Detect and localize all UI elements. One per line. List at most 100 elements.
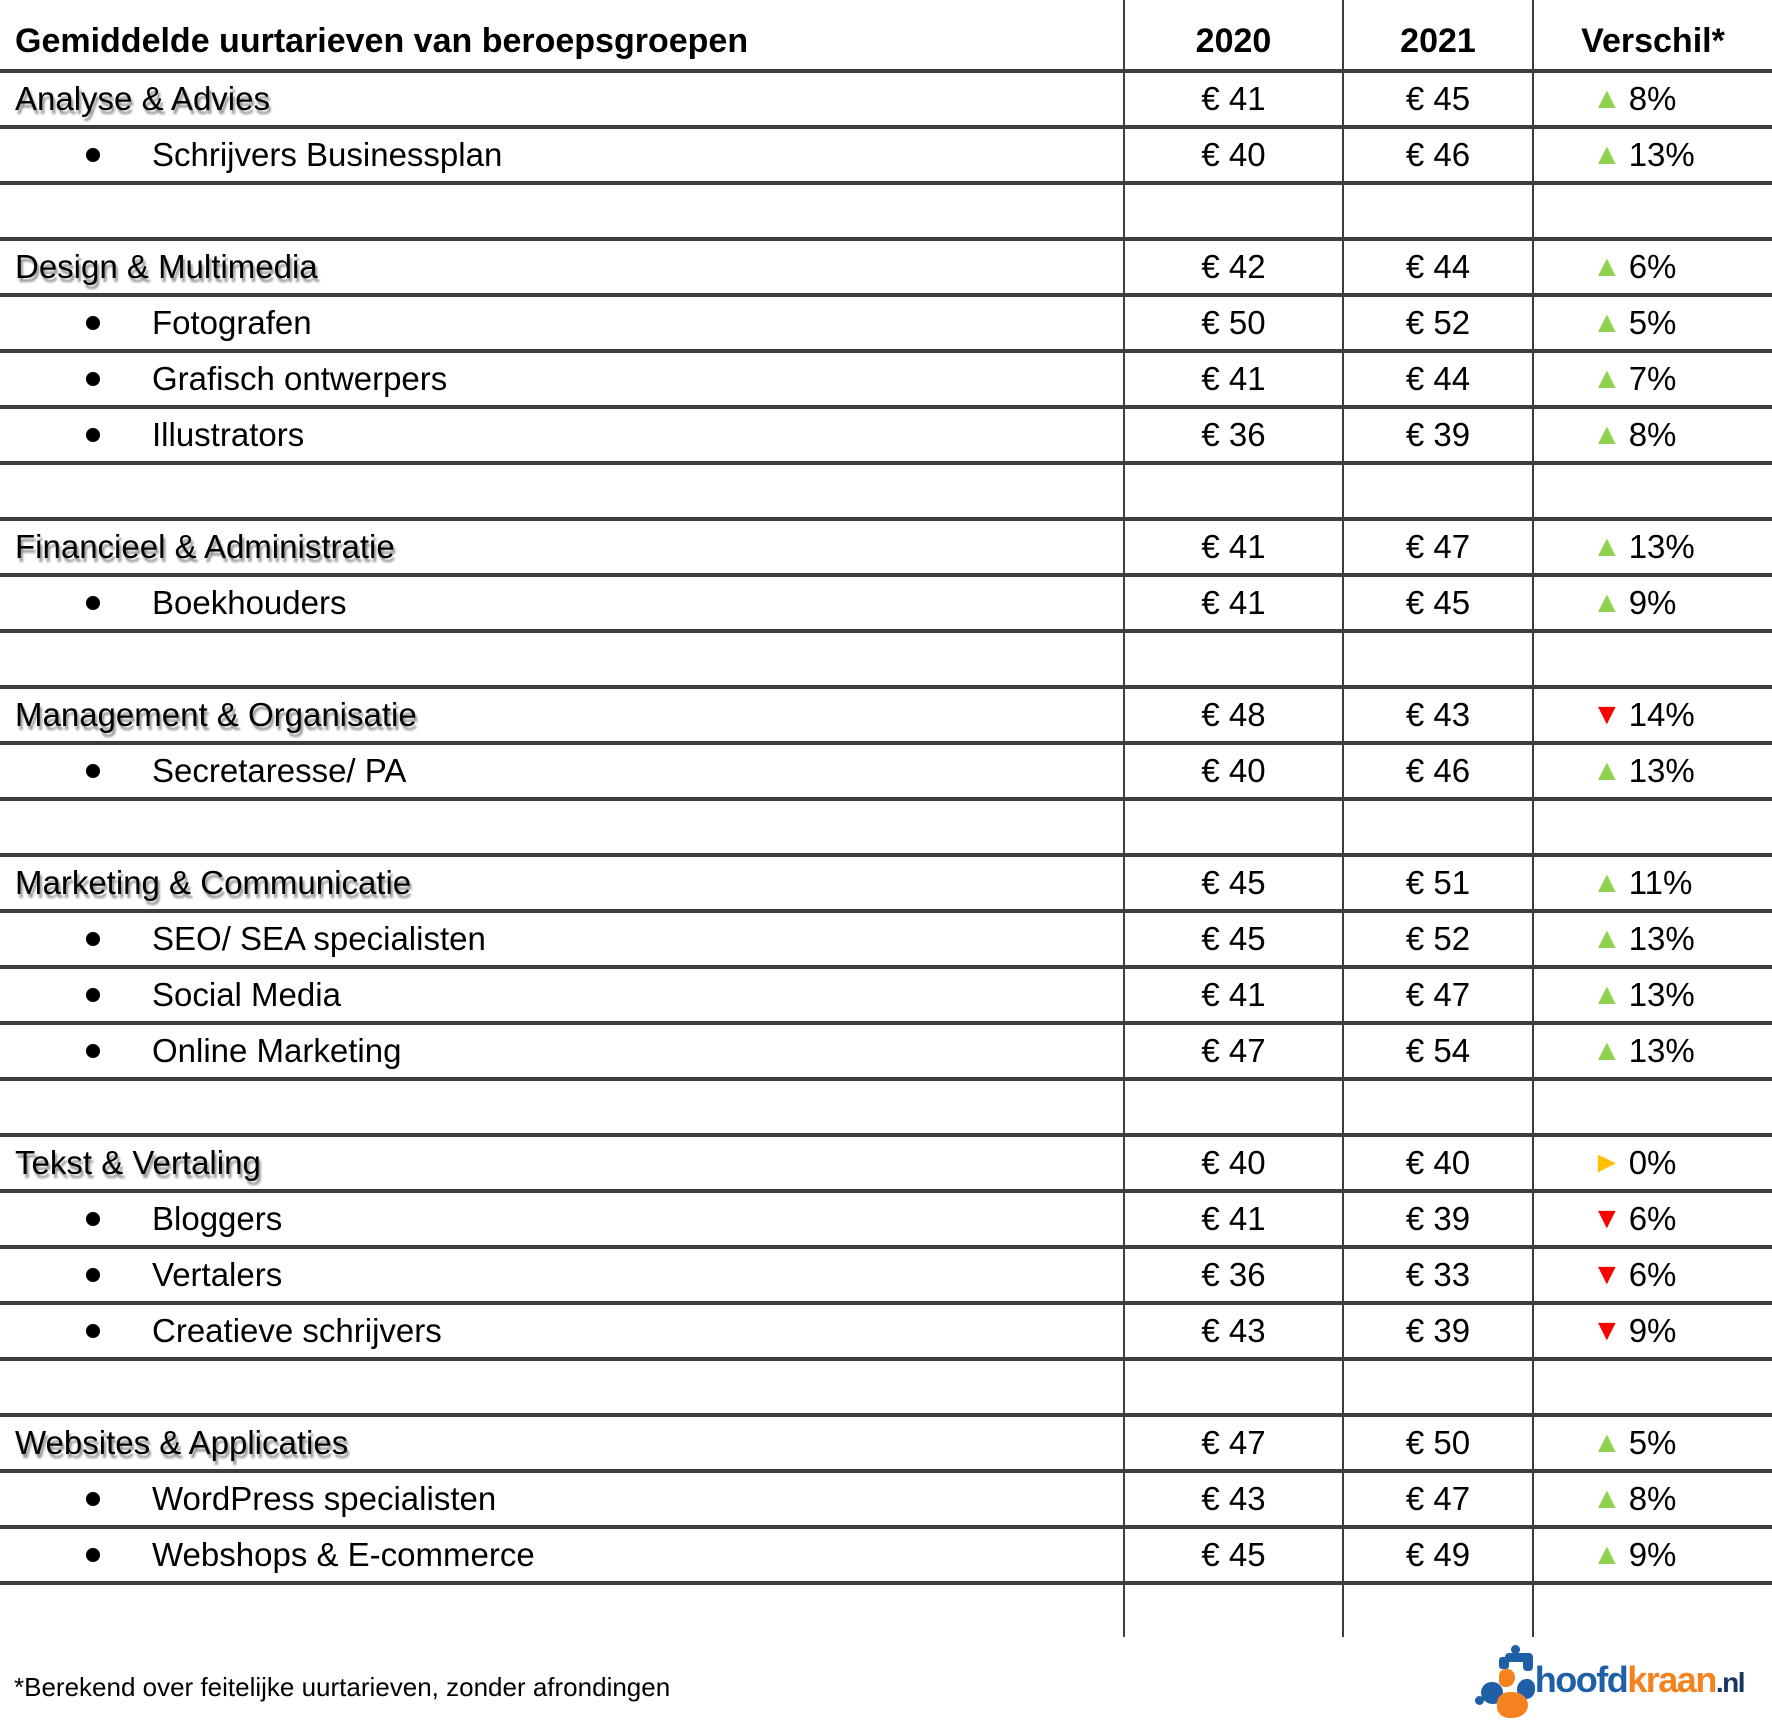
row-label: Secretaresse/ PA [152,752,407,789]
change-value: 11% [1628,864,1693,901]
change-cell: ▲ 13% [1532,521,1772,573]
change-value: 6% [1628,1200,1677,1237]
empty-cell [1342,1361,1532,1413]
change-cell: ► 0% [1532,1137,1772,1189]
trend-up-icon: ▲ [1592,1538,1622,1571]
bullet-icon [86,596,100,610]
logo-word-kraan: kraan [1627,1659,1717,1700]
row-label: Marketing & Communicatie [15,864,412,901]
rate-2021-cell: € 47 [1342,1473,1532,1525]
rate-2020-cell: € 42 [1123,241,1342,293]
label-cell: Secretaresse/ PA [0,745,1123,797]
rate-2021-cell: € 45 [1342,73,1532,125]
empty-cell [1532,185,1772,237]
label-cell: Grafisch ontwerpers [0,353,1123,405]
change-value: 5% [1628,304,1677,341]
rate-2020-cell: € 40 [1123,1137,1342,1189]
trend-up-icon: ▲ [1592,1034,1622,1067]
change-cell: ▲ 5% [1532,297,1772,349]
label-cell [0,801,1123,853]
rate-2021-cell: € 47 [1342,969,1532,1021]
table-header-row: Gemiddelde uurtarieven van beroepsgroepe… [0,0,1772,73]
page-title: Gemiddelde uurtarieven van beroepsgroepe… [15,22,749,60]
rate-2021-cell: € 45 [1342,577,1532,629]
category-row: Financieel & Administratie € 41 € 47 ▲ 13% [0,521,1772,577]
profession-row: Social Media € 41 € 47 ▲ 13% [0,969,1772,1025]
label-cell: Boekhouders [0,577,1123,629]
row-label: Grafisch ontwerpers [152,360,448,397]
rate-2020-cell: € 36 [1123,1249,1342,1301]
empty-cell [1342,1081,1532,1133]
footnote: *Berekend over feitelijke uurtarieven, z… [14,1672,671,1702]
category-row: Tekst & Vertaling € 40 € 40 ► 0% [0,1137,1772,1193]
label-cell [0,1585,1123,1637]
trend-down-icon: ▼ [1592,698,1622,731]
row-label: Social Media [152,976,341,1013]
rate-2020-cell: € 45 [1123,1529,1342,1581]
row-label: SEO/ SEA specialisten [152,920,486,957]
spacer-row [0,185,1772,241]
rate-2021-cell: € 43 [1342,689,1532,741]
label-cell: SEO/ SEA specialisten [0,913,1123,965]
rates-table: Gemiddelde uurtarieven van beroepsgroepe… [0,0,1772,1637]
rate-2020-cell: € 40 [1123,129,1342,181]
row-label: Online Marketing [152,1032,402,1069]
rate-2021-cell: € 44 [1342,353,1532,405]
rate-2020-cell: € 36 [1123,409,1342,461]
spacer-row [0,1361,1772,1417]
row-label: Vertalers [152,1256,283,1293]
row-label: WordPress specialisten [152,1480,497,1517]
profession-row: Creatieve schrijvers € 43 € 39 ▼ 9% [0,1305,1772,1361]
rate-2021-cell: € 51 [1342,857,1532,909]
row-label: Analyse & Advies [15,80,270,117]
change-cell: ▲ 8% [1532,409,1772,461]
rate-2020-cell: € 43 [1123,1305,1342,1357]
trend-down-icon: ▼ [1592,1258,1622,1291]
bullet-icon [86,1268,100,1282]
change-value: 13% [1628,920,1695,957]
trend-up-icon: ▲ [1592,82,1622,115]
table-body: Analyse & Advies € 41 € 45 ▲ 8% Schrijvers Bu… [0,73,1772,1637]
profession-row: WordPress specialisten € 43 € 47 ▲ 8% [0,1473,1772,1529]
rate-2020-cell: € 41 [1123,969,1342,1021]
empty-cell [1123,801,1342,853]
row-label: Creatieve schrijvers [152,1312,442,1349]
empty-cell [1532,633,1772,685]
profession-row: Boekhouders € 41 € 45 ▲ 9% [0,577,1772,633]
rate-2021-cell: € 33 [1342,1249,1532,1301]
change-cell: ▲ 8% [1532,73,1772,125]
row-label: Financieel & Administratie [15,528,395,565]
rate-2021-cell: € 39 [1342,1305,1532,1357]
rate-2020-cell: € 48 [1123,689,1342,741]
change-value: 13% [1628,1032,1695,1069]
bullet-icon [86,1044,100,1058]
empty-cell [1342,801,1532,853]
row-label: Webshops & E-commerce [152,1536,535,1573]
bullet-icon [86,1212,100,1226]
empty-cell [1532,465,1772,517]
rate-2020-cell: € 45 [1123,913,1342,965]
tap-spout-icon [1498,1657,1509,1669]
rate-2021-cell: € 46 [1342,129,1532,181]
label-cell [0,1081,1123,1133]
label-cell: Bloggers [0,1193,1123,1245]
profession-row: Schrijvers Businessplan € 40 € 46 ▲ 13% [0,129,1772,185]
category-row: Analyse & Advies € 41 € 45 ▲ 8% [0,73,1772,129]
change-cell: ▲ 11% [1532,857,1772,909]
change-cell: ▲ 5% [1532,1417,1772,1469]
bullet-icon [86,148,100,162]
rate-2020-cell: € 50 [1123,297,1342,349]
empty-cell [1532,801,1772,853]
label-cell: WordPress specialisten [0,1473,1123,1525]
profession-row: SEO/ SEA specialisten € 45 € 52 ▲ 13% [0,913,1772,969]
row-label: Bloggers [152,1200,283,1237]
bullet-icon [86,372,100,386]
trend-up-icon: ▲ [1592,754,1622,787]
change-value: 9% [1628,584,1677,621]
rate-2020-cell: € 40 [1123,745,1342,797]
change-cell: ▲ 8% [1532,1473,1772,1525]
category-row: Design & Multimedia € 42 € 44 ▲ 6% [0,241,1772,297]
empty-cell [1123,465,1342,517]
bullet-icon [86,1324,100,1338]
trend-down-icon: ▼ [1592,1202,1622,1235]
